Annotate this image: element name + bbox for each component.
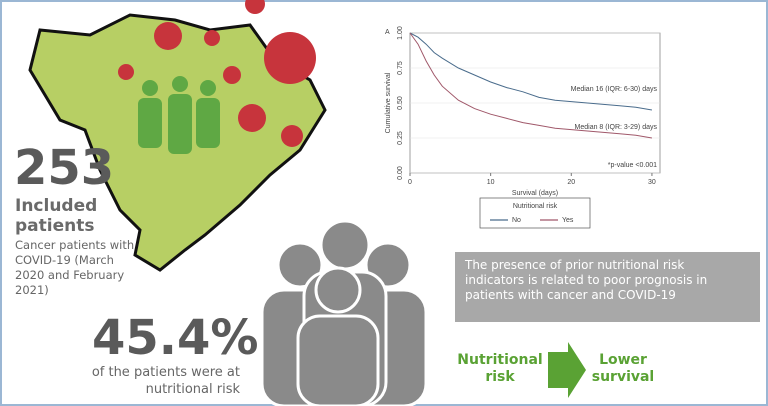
people-gray: [260, 219, 428, 406]
y-tick-label: 0.00: [397, 166, 404, 180]
percent-description: of the patients were at nutritional risk: [91, 365, 240, 397]
count-description: Cancer patients with COVID-19 (March 202…: [15, 238, 135, 297]
survival-line: [409, 32, 653, 111]
count-label: Included patients: [15, 196, 98, 236]
x-tick-label: 0: [408, 179, 412, 186]
x-tick-label: 20: [567, 179, 575, 186]
legend-label: No: [512, 217, 521, 224]
y-axis-label: Cumulative survival: [385, 72, 392, 133]
legend-label: Yes: [562, 217, 574, 224]
x-tick-label: 10: [487, 179, 495, 186]
count: 253: [14, 140, 115, 196]
y-tick-label: 0.50: [397, 96, 404, 110]
annotation: *p-value <0.001: [608, 162, 657, 169]
cause: Nutritional risk: [457, 352, 543, 385]
conclusion: The presence of prior nutritional risk i…: [465, 258, 708, 302]
arrow: [548, 342, 586, 398]
y-tick-label: 0.75: [397, 61, 404, 75]
y-tick-label: 0.25: [397, 131, 404, 145]
conclusion-box: [455, 252, 760, 322]
effect: Lower survival: [591, 352, 655, 385]
legend-box: [479, 197, 591, 229]
x-tick-label: 30: [648, 179, 656, 186]
annotation: Median 8 (IQR: 3-29) days: [575, 124, 658, 131]
survival-line: [409, 32, 653, 139]
x-axis-label: Survival (days): [512, 190, 558, 197]
viruses: [118, 0, 316, 147]
percent: 45.4%: [92, 310, 259, 366]
people-icon: [138, 76, 220, 154]
y-tick-label: 1.00: [397, 26, 404, 40]
legend-title: Nutritional risk: [513, 203, 558, 210]
panel-label: A: [385, 29, 390, 36]
annotation: Median 16 (IQR: 6-30) days: [571, 86, 658, 93]
